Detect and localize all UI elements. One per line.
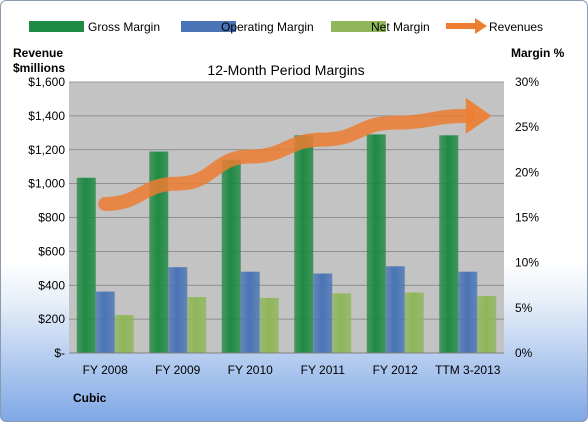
x-tick-label: FY 2009 [155,363,200,377]
bar-gross-margin [149,151,169,353]
bar-operating-margin [385,266,405,353]
y-right-tick-label: 30% [515,75,539,89]
y-left-tick-label: $800 [38,211,65,225]
company-label: Cubic [73,391,107,405]
bar-gross-margin [76,177,96,353]
bar-operating-margin [95,291,115,353]
y-right-tick-label: 20% [515,165,539,179]
x-tick-label: FY 2010 [228,363,273,377]
y-right-axis-label: Margin % [511,46,565,60]
y-right-tick-label: 25% [515,120,539,134]
legend-label: Gross Margin [88,20,160,34]
x-tick-label: FY 2008 [83,363,128,377]
y-right-tick-label: 5% [515,301,533,315]
bar-operating-margin [458,271,478,353]
legend-label: Revenues [489,20,543,34]
y-left-axis-label: Revenue [13,46,63,60]
y-left-tick-label: $- [54,346,65,360]
bar-net-margin [187,296,207,353]
y-left-tick-label: $1,000 [28,177,65,191]
y-left-tick-label: $1,400 [28,109,65,123]
bar-gross-margin [439,135,459,353]
legend-swatch [181,21,236,32]
revenues-line [98,108,475,211]
bar-gross-margin [366,134,386,353]
legend-revenues-arrowhead [475,18,487,34]
x-tick-label: TTM 3-2013 [435,363,501,377]
y-left-tick-label: $600 [38,244,65,258]
bar-gross-margin [294,135,314,353]
bar-operating-margin [313,273,333,353]
legend-swatch [29,21,84,32]
y-left-tick-label: $1,600 [28,75,65,89]
bar-net-margin [332,293,352,353]
y-right-tick-label: 10% [515,256,539,270]
y-left-tick-label: $400 [38,278,65,292]
bar-operating-margin [240,271,260,353]
chart-title: 12-Month Period Margins [207,62,364,78]
y-left-axis-label: $millions [13,61,65,75]
revenues-arrowhead [465,97,492,134]
y-right-tick-label: 0% [515,346,533,360]
x-tick-label: FY 2011 [301,363,346,377]
legend-label: Operating Margin [221,20,314,34]
bar-net-margin [259,297,279,353]
bar-net-margin [404,292,424,353]
x-tick-label: FY 2012 [373,363,418,377]
y-left-tick-label: $200 [38,312,65,326]
bar-net-margin [114,315,134,353]
legend-label: Net Margin [371,20,430,34]
bar-net-margin [477,296,497,353]
bar-operating-margin [168,267,188,353]
legend-swatch [331,21,386,32]
y-left-tick-label: $1,200 [28,143,65,157]
y-right-tick-label: 15% [515,211,539,225]
bar-gross-margin [221,159,241,353]
